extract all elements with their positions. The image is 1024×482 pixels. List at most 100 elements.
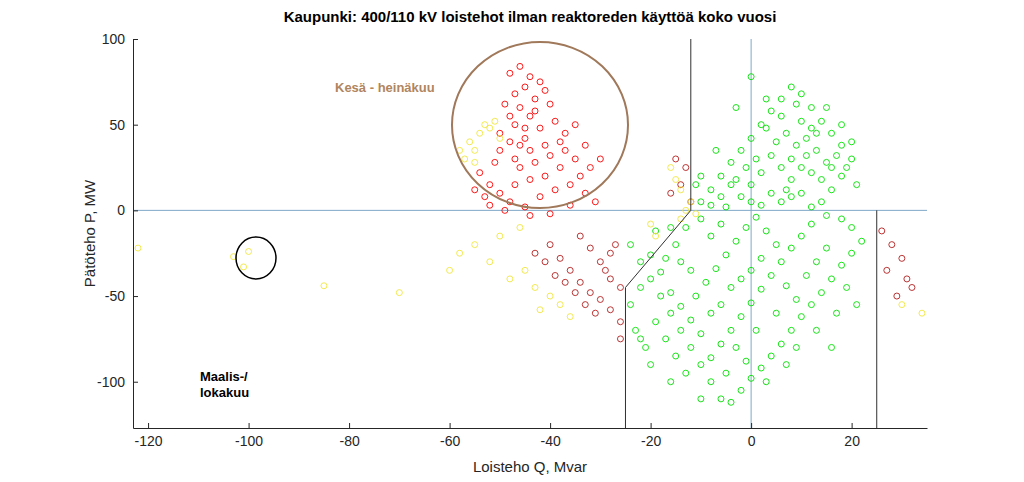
point: [673, 156, 679, 162]
point: [829, 165, 835, 171]
point: [748, 267, 754, 273]
point: [597, 259, 603, 265]
point: [688, 344, 694, 350]
point: [773, 242, 779, 248]
point: [663, 255, 669, 261]
point: [532, 108, 538, 114]
point: [803, 272, 809, 278]
point: [839, 216, 845, 222]
y-tick-mark: [133, 210, 138, 211]
point: [758, 286, 764, 292]
point: [537, 307, 543, 313]
point: [859, 238, 865, 244]
x-axis-title: Loisteho Q, Mvar: [473, 458, 587, 475]
point: [527, 177, 533, 183]
point: [788, 177, 794, 183]
point: [607, 307, 613, 313]
x-tick-label: -100: [235, 433, 263, 449]
point: [758, 170, 764, 176]
x-axis: -120-100-80-60-40-20020: [134, 423, 928, 449]
point: [547, 101, 553, 107]
point: [698, 331, 704, 337]
point: [728, 159, 734, 165]
point: [628, 302, 634, 308]
point: [788, 84, 794, 90]
point: [738, 314, 744, 320]
point: [527, 74, 533, 80]
point: [818, 290, 824, 296]
point: [668, 225, 674, 231]
point: [773, 139, 779, 145]
x-tick: -60: [440, 423, 460, 449]
point: [477, 130, 483, 136]
point: [894, 293, 900, 299]
point: [748, 375, 754, 381]
point: [803, 135, 809, 141]
point: [743, 225, 749, 231]
point: [648, 221, 654, 227]
point: [457, 250, 463, 256]
point: [778, 113, 784, 119]
point: [537, 125, 543, 131]
annotation: lokakuu: [200, 385, 249, 400]
point: [562, 130, 568, 136]
point: [522, 84, 528, 90]
point: [844, 165, 850, 171]
point: [507, 276, 513, 282]
point: [688, 317, 694, 323]
y-tick-label: 100: [102, 31, 126, 47]
point: [808, 170, 814, 176]
x-tick: -100: [235, 423, 263, 449]
point: [678, 187, 684, 193]
y-tick-mark: [133, 39, 138, 40]
point: [738, 276, 744, 282]
point: [547, 153, 553, 159]
boundary-line: [876, 210, 877, 428]
point: [708, 202, 714, 208]
point: [778, 259, 784, 265]
point: [572, 290, 578, 296]
point: [763, 125, 769, 131]
y-tick-label: -50: [105, 288, 125, 304]
point: [668, 379, 674, 385]
point: [728, 284, 734, 290]
point: [517, 63, 523, 69]
x-tick-label: 20: [844, 433, 860, 449]
point: [638, 284, 644, 290]
point: [823, 105, 829, 111]
point: [648, 276, 654, 282]
point: [829, 276, 835, 282]
x-tick: 20: [844, 423, 860, 449]
point: [668, 165, 674, 171]
point: [909, 284, 915, 290]
point: [829, 344, 835, 350]
point: [587, 245, 593, 251]
point: [753, 327, 759, 333]
point: [472, 147, 478, 153]
x-tick: -20: [641, 423, 661, 449]
plot: -120-100-80-60-40-20020-100-50050100: [97, 31, 928, 449]
x-tick-mark: [751, 423, 752, 428]
point: [547, 211, 553, 217]
y-tick-label: -100: [97, 374, 125, 390]
point: [517, 165, 523, 171]
point: [668, 190, 674, 196]
y-tick-mark: [133, 125, 138, 126]
point: [497, 190, 503, 196]
point: [698, 216, 704, 222]
point: [597, 296, 603, 302]
point: [241, 264, 247, 270]
point: [738, 147, 744, 153]
point: [532, 284, 538, 290]
point: [582, 302, 588, 308]
point: [462, 156, 468, 162]
point: [768, 190, 774, 196]
point: [592, 199, 598, 205]
point: [758, 202, 764, 208]
point: [808, 204, 814, 210]
point: [798, 118, 804, 124]
point: [693, 182, 699, 188]
point: [246, 248, 252, 254]
point: [673, 242, 679, 248]
point: [542, 173, 548, 179]
